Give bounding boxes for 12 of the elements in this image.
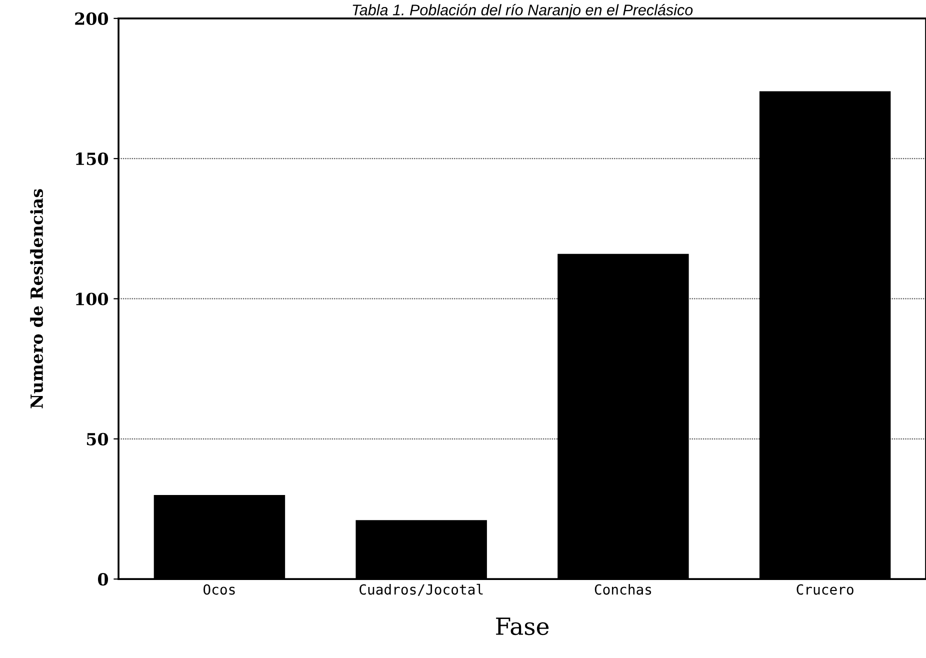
x-tick-label: Conchas <box>594 584 652 595</box>
y-tick-label: 100 <box>76 292 108 306</box>
chart-title: Tabla 1. Población del río Naranjo en el Preclásico <box>352 4 693 18</box>
y-tick-label: 50 <box>86 432 108 446</box>
x-tick-label: Crucero <box>796 584 854 595</box>
y-tick-label: 150 <box>76 152 108 166</box>
x-axis-title: Fase <box>496 618 549 636</box>
y-tick-label: 200 <box>75 12 108 25</box>
x-tick-label: Ocos <box>204 584 235 595</box>
x-tick-label: Cuadros/Jocotal <box>360 584 483 596</box>
y-axis-title: Numero de Residencias <box>30 189 44 408</box>
y-tick-label: 0 <box>98 573 108 586</box>
